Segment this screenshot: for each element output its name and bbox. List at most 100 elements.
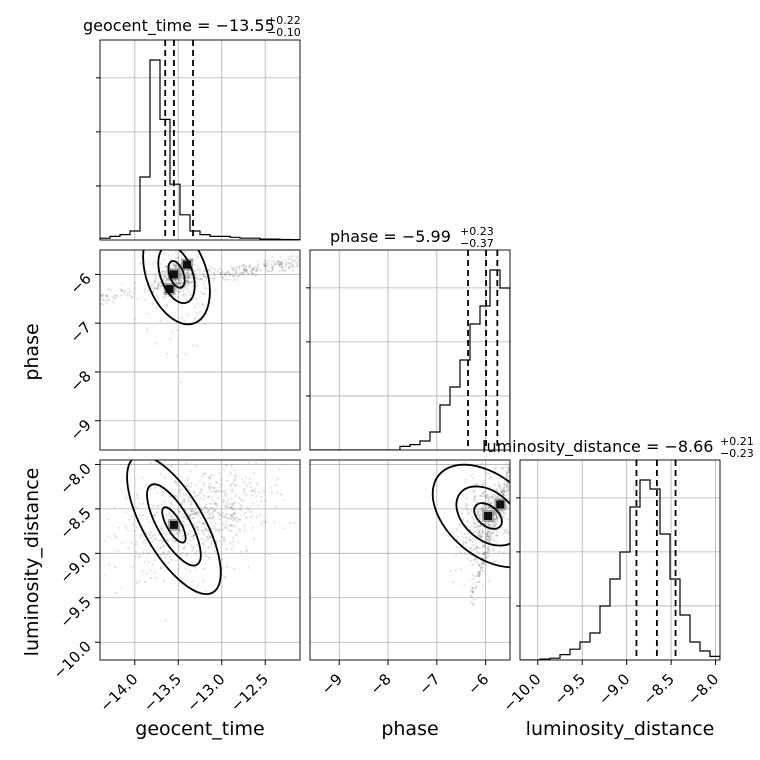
sample-point — [251, 269, 254, 272]
sample-point — [478, 467, 481, 470]
sample-point — [179, 274, 183, 277]
sample-point — [489, 537, 493, 540]
sample-point — [476, 574, 479, 577]
sample-point — [125, 526, 128, 530]
sample-point — [505, 473, 508, 476]
sample-point — [485, 538, 488, 541]
sample-point — [494, 518, 497, 521]
sample-point — [147, 552, 150, 555]
sample-point — [271, 266, 274, 269]
sample-point — [489, 496, 492, 499]
sample-point — [183, 545, 186, 548]
sample-point — [481, 566, 484, 569]
sample-point — [260, 495, 263, 499]
sample-point — [468, 546, 472, 550]
scatter-frame-2 — [309, 459, 511, 661]
sample-point — [203, 472, 206, 475]
sample-point — [296, 264, 299, 267]
sample-point — [234, 474, 237, 477]
sample-point — [190, 509, 193, 513]
sample-point — [295, 262, 298, 265]
sample-point — [509, 457, 511, 459]
sample-point — [185, 271, 189, 274]
sample-point — [189, 281, 192, 284]
sample-point — [470, 590, 474, 593]
sample-point — [476, 532, 479, 535]
sample-point — [121, 288, 124, 292]
sample-point — [142, 535, 145, 538]
sample-point — [135, 525, 139, 528]
sample-point — [202, 522, 205, 525]
sample-point — [176, 257, 179, 260]
sample-point — [131, 295, 134, 298]
xtick-label-luminosity-distance-1: −9.5 — [551, 670, 589, 708]
sample-point — [254, 490, 257, 494]
sample-point — [269, 270, 272, 273]
sample-point — [198, 520, 201, 523]
sample-point — [255, 495, 258, 498]
sample-point — [161, 494, 164, 497]
sample-point — [284, 263, 288, 266]
sample-point — [105, 302, 108, 305]
sample-point — [490, 531, 493, 534]
sample-point — [186, 279, 189, 283]
sample-point — [206, 529, 209, 532]
sample-point — [231, 507, 234, 510]
sample-point — [112, 296, 116, 299]
sample-point — [113, 566, 116, 569]
sample-point — [124, 496, 127, 499]
sample-point — [165, 530, 168, 533]
sample-point — [486, 548, 490, 551]
sample-point — [196, 521, 200, 524]
sample-point — [475, 558, 478, 561]
sample-point — [490, 533, 493, 536]
sample-point — [289, 521, 292, 525]
sample-point — [135, 506, 138, 509]
sample-point — [160, 567, 163, 570]
sample-point — [134, 555, 137, 558]
sample-point — [487, 521, 490, 524]
sample-point — [239, 530, 242, 533]
sample-point — [486, 494, 489, 497]
sample-point — [475, 581, 478, 584]
sample-point — [282, 527, 285, 530]
sample-point — [491, 531, 494, 534]
sample-point — [149, 488, 152, 491]
sample-point — [474, 522, 477, 525]
sample-point — [474, 526, 477, 529]
hist-frame-geocent-time — [99, 39, 301, 241]
xtick-label-luminosity-distance-4: −8.0 — [684, 670, 722, 708]
sample-point — [191, 512, 194, 516]
sample-point — [157, 282, 160, 285]
sample-point — [512, 477, 514, 479]
sample-point — [478, 571, 481, 575]
sample-point — [153, 515, 157, 518]
sample-point — [233, 511, 236, 514]
sample-point — [202, 304, 205, 307]
sample-point — [506, 467, 510, 470]
sample-point — [280, 264, 284, 267]
sample-point — [525, 479, 527, 481]
sample-point — [483, 550, 486, 554]
sample-point — [212, 271, 216, 274]
sample-point — [187, 276, 191, 280]
sample-point — [183, 501, 186, 504]
sample-point — [189, 544, 192, 547]
sample-point — [471, 590, 474, 593]
sample-point — [477, 574, 481, 577]
density-peak-2-0 — [484, 512, 493, 520]
sample-point — [156, 511, 159, 514]
sample-point — [215, 503, 218, 506]
ytick-label-phase-1: −8 — [66, 367, 94, 395]
sample-point — [218, 486, 222, 489]
hist-frame-phase — [309, 249, 511, 451]
sample-point — [222, 491, 225, 494]
sample-point — [488, 538, 492, 541]
sample-point — [494, 495, 497, 499]
sample-point — [215, 503, 218, 506]
sample-point — [487, 546, 490, 550]
sample-point — [494, 524, 497, 527]
sample-point — [503, 486, 506, 489]
sample-point — [126, 292, 129, 295]
sample-point — [126, 497, 129, 500]
